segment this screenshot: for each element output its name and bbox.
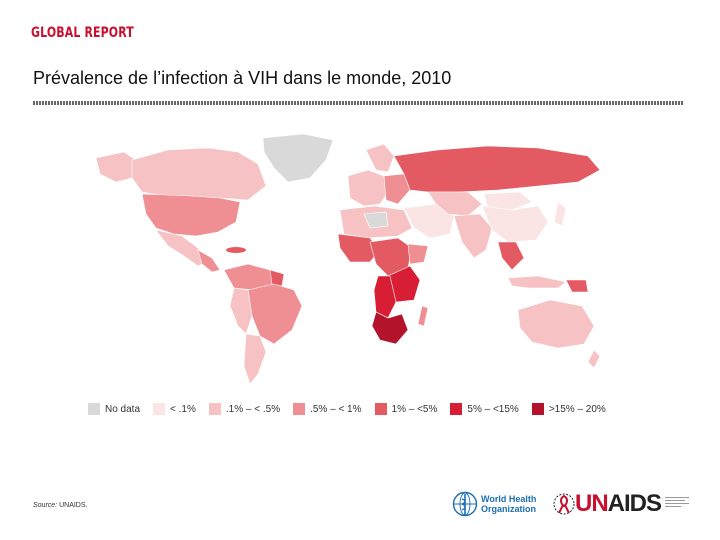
unaids-tagline-graphic [665,496,691,512]
region-mongolia [483,191,533,211]
source-value: UNAIDS. [59,502,88,509]
region-indonesia [507,275,567,289]
legend-label: 1% – <5% [391,403,438,415]
legend-item-0-1-0-5: .1% – < .5% [208,403,281,415]
legend-label: < .1% [170,403,196,415]
region-eastern-europe [383,173,411,205]
legend-item-no-data: No data [88,403,140,415]
legend-item-gt-15: >15% – 20% [531,403,606,415]
region-western-europe [347,169,389,207]
source-label: Source: [33,502,58,509]
legend-swatch [450,403,463,415]
legend-item-1-5: 1% – <5% [374,403,438,415]
region-papua [565,279,589,293]
legend-label: .5% – < 1% [310,403,362,415]
unaids-wordmark: UNAIDS [575,490,662,517]
legend-swatch [293,403,306,415]
legend-swatch [208,403,221,415]
source-note: Source: UNAIDS. [33,502,87,509]
page-title: Prévalence de l’infection à VIH dans le … [33,68,452,88]
region-horn-africa [407,243,429,265]
who-emblem-icon [452,491,478,517]
legend-label: .1% – < .5% [225,403,281,415]
dotted-divider [33,101,683,105]
region-new-zealand [587,349,601,369]
legend-label: 5% – <15% [467,403,519,415]
region-japan [553,201,567,227]
region-west-africa [337,233,381,263]
region-andes [229,287,253,335]
region-usa [141,193,241,237]
region-scandinavia [365,143,395,173]
report-brand: GLOBAL REPORT [31,25,134,41]
legend-item-0-5-1: .5% – < 1% [293,403,362,415]
region-southern-africa [371,311,409,345]
region-southern-cone [243,333,267,385]
region-russia [393,145,601,193]
unaids-logo: UNAIDS [553,491,691,517]
legend-label: No data [105,403,141,415]
legend-label: >15% – 20% [548,403,606,415]
region-alaska [95,151,137,183]
who-logo: World Health Organization [452,491,536,517]
region-brazil [247,283,303,345]
who-name-line2: Organization [481,504,537,514]
region-china [481,205,549,243]
region-southeast-asia [497,241,525,271]
legend-item-5-15: 5% – <15% [450,403,519,415]
legend-swatch [153,403,166,415]
unaids-un: UN [575,490,609,517]
legend: No data < .1% .1% – < .5% .5% – < 1% 1% … [88,401,619,417]
legend-swatch [531,403,544,415]
red-ribbon-icon [553,493,575,515]
region-central-america [197,249,221,273]
legend-swatch [88,403,100,415]
world-map [95,133,601,385]
unaids-aids: AIDS [607,490,662,517]
legend-swatch [374,403,387,415]
region-australia [517,299,595,349]
region-caribbean [226,247,246,253]
legend-item-lt-0-1: < .1% [153,403,196,415]
region-south-asia [453,213,493,259]
region-madagascar [417,305,429,327]
who-name-line1: World Health [481,494,537,504]
region-guyanas [269,269,285,287]
region-canada [131,147,267,201]
region-sahara-nodata [363,211,389,229]
region-greenland [262,133,334,183]
